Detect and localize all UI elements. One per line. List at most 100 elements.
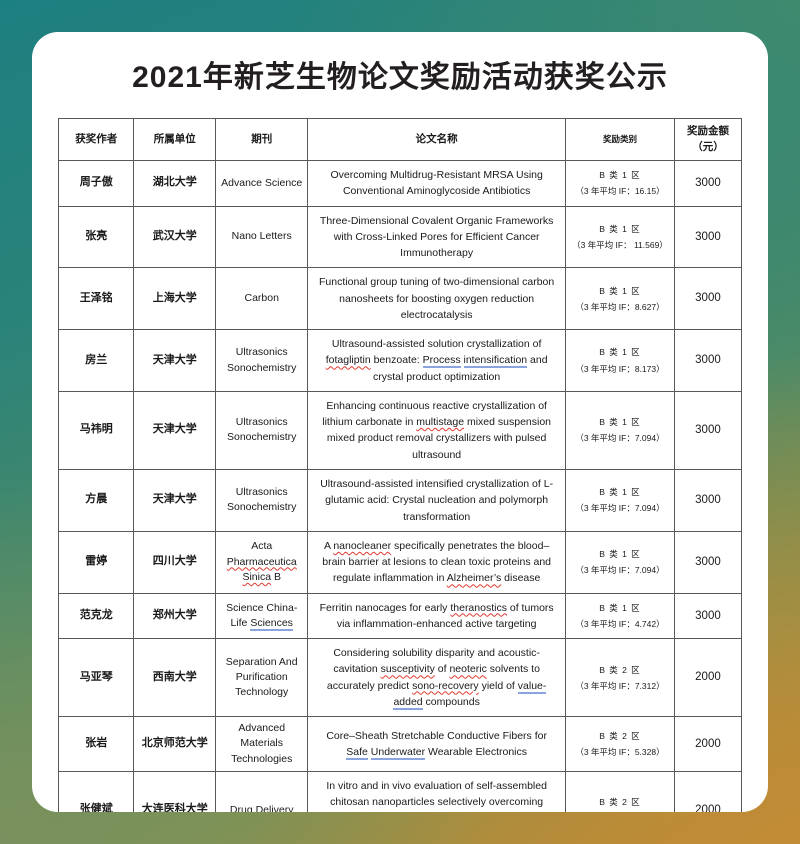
cell-author: 张健斌 [57, 770, 135, 812]
cell-paper-title: Ultrasound-assisted solution crystalliza… [307, 329, 566, 392]
cell-author: 张亮 [57, 205, 135, 269]
announcement-card: 2021年新芝生物论文奖励活动获奖公示 获奖作者 所属单位 期刊 论文名称 奖励… [32, 32, 768, 812]
cell-paper-title: Considering solubility disparity and aco… [307, 638, 566, 718]
cell-award-amount: 3000 [673, 267, 743, 331]
awards-table-container: 获奖作者 所属单位 期刊 论文名称 奖励类别 奖励金额 （元） 周子傲 湖北大学 A… [57, 118, 743, 812]
table-row: 王泽铭 上海大学 Carbon Functional group tuning of … [57, 267, 743, 331]
award-class: B 类 2 区 [599, 730, 641, 741]
table-row: 张岩 北京师范大学 Advanced Materials Technologies C… [57, 716, 743, 772]
award-class: B 类 1 区 [599, 602, 641, 613]
table-row: 方晨 天津大学 Ultrasonics Sonochemistry Ultrasoun… [57, 468, 743, 532]
cell-author: 周子傲 [57, 160, 135, 207]
cell-journal: Separation And Purification Technology [215, 638, 309, 718]
cell-award-category: B 类 1 区 （3 年平均 IF：8.173） [564, 329, 675, 392]
cell-award-amount: 2000 [673, 638, 743, 718]
cell-institution: 天津大学 [133, 329, 217, 392]
award-class: B 类 1 区 [599, 170, 641, 181]
table-header: 获奖作者 所属单位 期刊 论文名称 奖励类别 奖励金额 （元） [57, 118, 743, 161]
cell-journal: Drug Delivery [215, 770, 309, 812]
award-class: B 类 1 区 [599, 285, 641, 296]
column-header-paper-title: 论文名称 [307, 118, 566, 161]
cell-author: 张岩 [57, 716, 135, 772]
award-class: B 类 2 区 [599, 664, 641, 675]
column-header-award-category: 奖励类别 [564, 118, 675, 161]
table-row: 张健斌 大连医科大学 Drug Delivery In vitro and in vi… [57, 770, 743, 812]
table-header-row: 获奖作者 所属单位 期刊 论文名称 奖励类别 奖励金额 （元） [57, 118, 743, 161]
cell-institution: 湖北大学 [133, 160, 217, 207]
column-header-author: 获奖作者 [57, 118, 135, 161]
cell-journal: Ultrasonics Sonochemistry [215, 329, 309, 392]
cell-journal: Ultrasonics Sonochemistry [215, 468, 309, 532]
cell-award-amount: 3000 [673, 329, 743, 392]
column-header-institution: 所属单位 [133, 118, 217, 161]
impact-factor: （3 年平均 IF：7.094） [575, 565, 665, 576]
cell-author: 范克龙 [57, 592, 135, 640]
table-row: 马亚琴 西南大学 Separation And Purification Techn… [57, 638, 743, 718]
cell-award-category: B 类 1 区 （3 年平均 IF：7.094） [564, 390, 675, 470]
impact-factor: （3 年平均 IF：8.173） [575, 363, 665, 374]
impact-factor: （3 年平均 IF：8.627） [575, 301, 665, 312]
cell-author: 方晨 [57, 468, 135, 532]
cell-journal: Nano Letters [215, 205, 309, 269]
cell-award-amount: 2000 [673, 770, 743, 812]
cell-award-amount: 3000 [673, 468, 743, 532]
cell-journal: Advanced Materials Technologies [215, 716, 309, 772]
impact-factor: （3 年平均 IF：4.742） [575, 618, 665, 629]
cell-institution: 上海大学 [133, 267, 217, 331]
cell-award-amount: 3000 [673, 205, 743, 269]
cell-institution: 天津大学 [133, 390, 217, 470]
cell-paper-title: Core–Sheath Stretchable Conductive Fiber… [307, 716, 566, 772]
impact-factor: （3 年平均 IF：5.328） [575, 747, 665, 757]
cell-paper-title: Ferritin nanocages for early theranostic… [307, 592, 566, 640]
cell-award-category: B 类 2 区 （3 年平均 IF：5.328） [564, 716, 675, 772]
cell-journal: Ultrasonics Sonochemistry [215, 390, 309, 470]
cell-author: 房兰 [57, 329, 135, 392]
cell-award-category: B 类 1 区 （3 年平均 IF：7.094） [564, 530, 675, 594]
table-row: 张亮 武汉大学 Nano Letters Three-Dimensional Cova… [57, 205, 743, 269]
cell-institution: 大连医科大学 [133, 770, 217, 812]
cell-journal: Acta Pharmaceutica Sinica B [215, 530, 309, 594]
cell-award-category: B 类 1 区 （3 年平均 IF：7.094） [564, 468, 675, 532]
cell-award-category: B 类 1 区 （3 年平均 IF：16.15） [564, 160, 675, 207]
cell-author: 马祎明 [57, 390, 135, 470]
award-class: B 类 1 区 [599, 417, 641, 428]
impact-factor: （3 年平均 IF：7.094） [575, 503, 665, 514]
cell-award-category: B 类 1 区 （3 年平均 IF：4.742） [564, 592, 675, 640]
cell-award-amount: 3000 [673, 592, 743, 640]
award-amount-label-line1: 奖励金额 [686, 125, 729, 138]
impact-factor: （3 年平均 IF： 11.569） [572, 239, 668, 250]
award-class: B 类 1 区 [599, 223, 641, 234]
cell-paper-title: Functional group tuning of two-dimension… [307, 267, 566, 331]
table-row: 马祎明 天津大学 Ultrasonics Sonochemistry Enhancin… [57, 390, 743, 470]
cell-institution: 西南大学 [133, 638, 217, 718]
table-row: 范克龙 郑州大学 Science China-Life Sciences Ferrit… [57, 592, 743, 640]
cell-author: 雷婷 [57, 530, 135, 594]
cell-award-category: B 类 2 区 （3 年平均 IF：7.312） [564, 638, 675, 718]
awards-table: 获奖作者 所属单位 期刊 论文名称 奖励类别 奖励金额 （元） 周子傲 湖北大学 A… [57, 118, 743, 812]
cell-award-category: B 类 1 区 （3 年平均 IF：8.627） [564, 267, 675, 331]
cell-paper-title: Overcoming Multidrug-Resistant MRSA Usin… [307, 160, 566, 207]
cell-institution: 北京师范大学 [133, 716, 217, 772]
cell-institution: 武汉大学 [133, 205, 217, 269]
cell-award-amount: 2000 [673, 716, 743, 772]
table-body: 周子傲 湖北大学 Advance Science Overcoming Multidr… [57, 160, 743, 812]
table-row: 房兰 天津大学 Ultrasonics Sonochemistry Ultrasoun… [57, 329, 743, 392]
award-class: B 类 1 区 [599, 487, 641, 498]
cell-institution: 郑州大学 [133, 592, 217, 640]
column-header-journal: 期刊 [215, 118, 309, 161]
cell-award-amount: 3000 [673, 530, 743, 594]
impact-factor: （3 年平均 IF：7.312） [575, 680, 665, 691]
cell-paper-title: In vitro and in vivo evaluation of self-… [307, 770, 566, 812]
cell-journal: Science China-Life Sciences [215, 592, 309, 640]
cell-journal: Carbon [215, 267, 309, 331]
column-header-award-amount: 奖励金额 （元） [673, 118, 743, 161]
award-class: B 类 1 区 [599, 347, 641, 358]
award-amount-label-line2: （元） [692, 140, 724, 153]
cell-award-category: B 类 2 区 （3 年平均 IF： 5.05） [564, 770, 675, 812]
award-class: B 类 2 区 [599, 797, 641, 808]
cell-paper-title: A nanocleaner specifically penetrates th… [307, 530, 566, 594]
cell-institution: 天津大学 [133, 468, 217, 532]
table-row: 周子傲 湖北大学 Advance Science Overcoming Multidr… [57, 160, 743, 207]
cell-author: 马亚琴 [57, 638, 135, 718]
